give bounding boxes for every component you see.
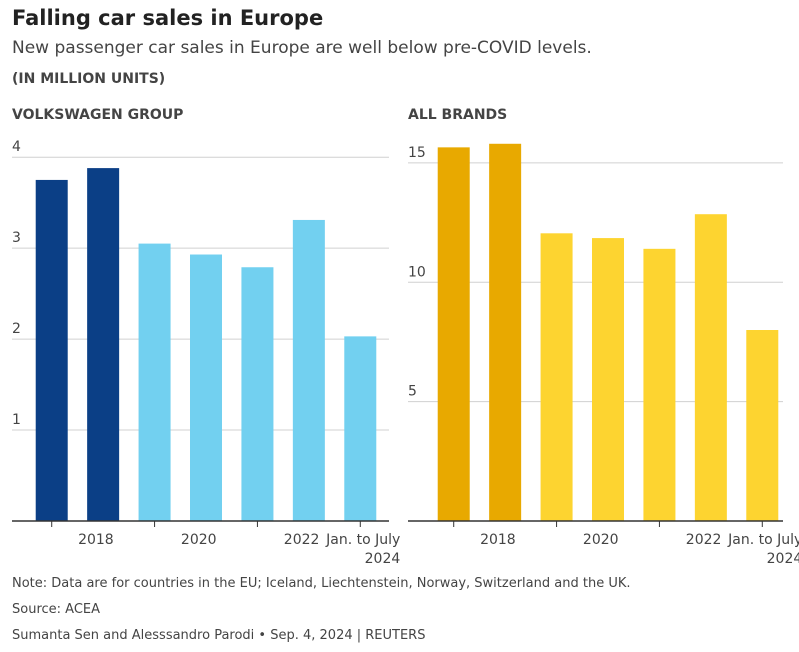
- credit: Sumanta Sen and Alesssandro Parodi • Sep…: [12, 628, 426, 643]
- bar: [643, 248, 676, 521]
- y-tick-label: 15: [408, 145, 426, 161]
- x-tick-label: 2022: [685, 532, 722, 548]
- bar: [190, 254, 222, 521]
- bar: [241, 267, 274, 521]
- x-tick-label: 2020: [582, 532, 619, 548]
- bar: [489, 143, 522, 521]
- y-tick-label: 5: [408, 384, 417, 400]
- bar: [540, 233, 573, 521]
- source: Source: ACEA: [12, 602, 101, 617]
- x-tick-label: Jan. to July 2024: [326, 532, 401, 567]
- y-tick-label: 2: [12, 321, 21, 337]
- x-tick-label: 2018: [78, 532, 114, 548]
- y-tick-label: 1: [12, 412, 21, 428]
- bar: [592, 238, 624, 522]
- bar: [694, 214, 727, 522]
- bar: [344, 336, 377, 521]
- note: Note: Data are for countries in the EU; …: [12, 576, 631, 591]
- y-tick-label: 10: [408, 264, 426, 280]
- unit: (IN MILLION UNITS): [12, 71, 166, 87]
- x-tick-label: 2018: [480, 532, 516, 548]
- x-tick-label: Jan. to July 2024: [728, 532, 799, 567]
- bar: [292, 219, 325, 521]
- subtitle: New passenger car sales in Europe are we…: [12, 38, 592, 58]
- y-tick-label: 4: [12, 139, 21, 155]
- bar: [87, 168, 120, 521]
- panel-title: ALL BRANDS: [408, 107, 508, 123]
- y-tick-label: 3: [12, 230, 21, 246]
- bar: [138, 243, 171, 521]
- x-tick-label: 2022: [283, 532, 320, 548]
- x-tick-label: 2020: [180, 532, 217, 548]
- panel-title: VOLKSWAGEN GROUP: [12, 107, 184, 123]
- bar: [746, 330, 779, 521]
- bar: [437, 147, 470, 521]
- title: Falling car sales in Europe: [12, 6, 324, 30]
- bar: [35, 179, 68, 521]
